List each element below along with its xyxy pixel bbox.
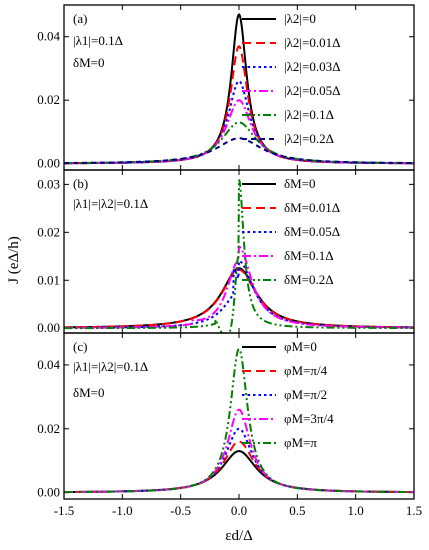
legend-label: φM=π — [284, 435, 317, 450]
series-line-5 — [64, 121, 414, 165]
y-tick-label: 0.04 — [37, 29, 60, 44]
panel-annotation: |λ1|=|λ2|=0.1Δ — [73, 359, 148, 374]
x-axis-label: εd/Δ — [225, 528, 253, 544]
legend-label: |λ2|=0.1Δ — [284, 107, 334, 122]
y-tick-label: 0.01 — [37, 272, 60, 287]
legend-label: |λ2|=0.2Δ — [284, 131, 334, 146]
panel-3: -1.5 -1.0 -0.5 0.0 0.5 1.0 1.5 0.00 0.02 0.04 (c) |… — [37, 332, 422, 518]
series-line-4 — [64, 245, 414, 329]
y-tick-label: 0.02 — [37, 92, 60, 107]
x-tick-label: -0.5 — [170, 503, 191, 518]
panel-2: 0.00 0.01 0.02 0.03 (b) |λ1|=|λ2|=0.1Δ δM=0 δM=… — [37, 169, 415, 335]
panel-label: (c) — [73, 339, 87, 354]
legend-label: φM=π/2 — [284, 387, 327, 402]
legend-label: δM=0.05Δ — [284, 224, 340, 239]
y-tick-label: 0.02 — [37, 421, 60, 436]
series-line-3 — [64, 259, 414, 329]
legend-label: φM=0 — [284, 339, 317, 354]
y-tick-label: 0.03 — [37, 176, 60, 191]
legend-label: δM=0.2Δ — [284, 272, 334, 287]
x-tick-label: 0.5 — [289, 503, 305, 518]
legend-label: |λ2|=0.01Δ — [284, 35, 340, 50]
x-tick-label: -1.0 — [112, 503, 133, 518]
panel-annotation: δM=0 — [73, 385, 105, 400]
legend-label: φM=3π/4 — [284, 411, 334, 426]
y-tick-label: 0.00 — [37, 320, 60, 335]
x-tick-label: 0.0 — [231, 503, 247, 518]
y-tick-label: 0.00 — [37, 485, 60, 500]
legend-label: δM=0 — [284, 176, 316, 191]
legend-label: δM=0.1Δ — [284, 248, 334, 263]
x-tick-label: 1.5 — [406, 503, 422, 518]
y-tick-label: 0.04 — [37, 357, 60, 372]
series-line-2 — [64, 45, 414, 165]
legend-label: |λ2|=0 — [284, 11, 316, 26]
plot-frame — [63, 332, 415, 500]
legend-label: δM=0.01Δ — [284, 200, 340, 215]
plot-frame — [63, 4, 415, 171]
panel-1: 0.00 0.02 0.04 (a) |λ1|=0.1Δ δM=0 |λ2|=0 |λ2|=0… — [37, 4, 415, 171]
panel-label: (b) — [73, 176, 88, 191]
y-tick-label: 0.02 — [37, 224, 60, 239]
legend-label: |λ2|=0.05Δ — [284, 83, 340, 98]
series-line-5 — [64, 179, 414, 333]
y-tick-label: 0.00 — [37, 156, 60, 171]
series-line-3 — [64, 80, 414, 165]
series-line-2 — [64, 440, 414, 494]
panel-annotation: δM=0 — [73, 55, 105, 70]
series-line-1 — [64, 450, 414, 494]
series-line-5 — [64, 347, 414, 494]
legend-label: |λ2|=0.03Δ — [284, 59, 340, 74]
panel-annotation: |λ1|=|λ2|=0.1Δ — [73, 196, 148, 211]
x-tick-label: -1.5 — [54, 503, 75, 518]
y-axis-label: J (eΔ/h) — [6, 236, 22, 284]
legend-label: φM=π/4 — [284, 363, 328, 378]
panel-label: (a) — [73, 11, 87, 26]
series-line-4 — [64, 99, 414, 165]
series-line-2 — [64, 268, 414, 329]
x-tick-label: 1.0 — [348, 503, 364, 518]
panel-annotation: |λ1|=0.1Δ — [73, 33, 123, 48]
series-line-6 — [64, 137, 414, 165]
series-line-3 — [64, 427, 414, 494]
